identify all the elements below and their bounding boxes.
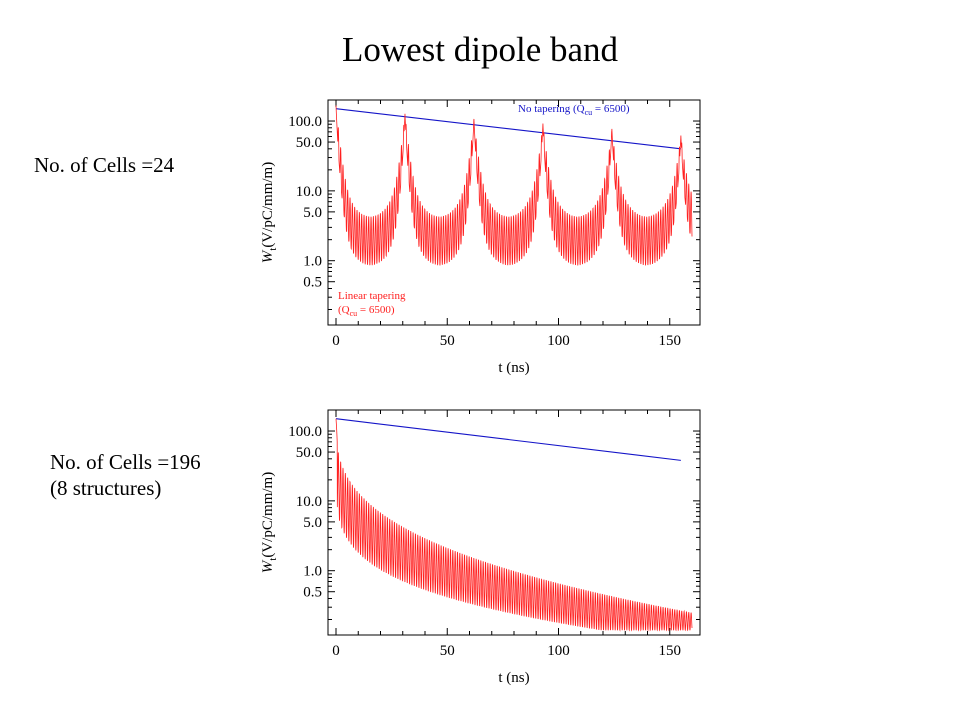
x-tick-label: 50 — [440, 643, 455, 659]
annotation-part: (Q — [338, 304, 350, 316]
annotation-linear-tapering: Linear tapering — [338, 290, 406, 302]
annotation-sub: cu — [350, 309, 358, 318]
y-axis-title-main: W — [260, 249, 276, 263]
y-tick-label: 0.5 — [303, 585, 322, 601]
y-tick-label: 1.0 — [303, 254, 322, 270]
x-tick-label: 100 — [547, 643, 570, 659]
y-tick-label: 100.0 — [288, 424, 322, 440]
x-tick-label: 100 — [547, 333, 570, 349]
cells-24-label: No. of Cells =24 — [34, 153, 175, 177]
y-tick-label: 50.0 — [296, 135, 322, 151]
annotation-sub: cu — [585, 108, 593, 117]
y-tick-label: 10.0 — [296, 184, 322, 200]
slide-title: Lowest dipole band — [341, 30, 619, 69]
y-tick-label: 1.0 — [303, 564, 322, 580]
series-no-tapering — [335, 418, 681, 461]
y-tick-label: 100.0 — [288, 114, 322, 130]
cells-196-line1: No. of Cells =196 — [50, 450, 201, 474]
series-linear-tapering — [335, 105, 693, 266]
y-axis-title: Wt(V/pC/mm/m) — [260, 472, 279, 573]
y-tick-label: 5.0 — [303, 515, 322, 531]
y-tick-label: 5.0 — [303, 205, 322, 221]
y-axis-title-main: W — [260, 559, 276, 573]
series-no-tapering — [335, 108, 681, 150]
y-tick-label: 10.0 — [296, 494, 322, 510]
x-axis-title: t (ns) — [498, 670, 529, 686]
x-tick-label: 0 — [332, 333, 340, 349]
annotation-no-tapering: No tapering (Qcu = 6500) — [518, 103, 630, 117]
x-tick-label: 50 — [440, 333, 455, 349]
annotation-part: = 6500) — [357, 304, 395, 316]
y-tick-label: 50.0 — [296, 445, 322, 461]
x-axis-title: t (ns) — [498, 360, 529, 376]
y-axis-title: Wt(V/pC/mm/m) — [260, 162, 279, 263]
series-linear-tapering — [335, 418, 693, 632]
annotation-part: = 6500) — [592, 103, 630, 115]
y-axis-title-rest: (V/pC/mm/m) — [260, 162, 276, 248]
y-axis-title-sub: t — [267, 558, 279, 561]
x-tick-label: 150 — [659, 643, 682, 659]
cells-196-label: No. of Cells =196 (8 structures) — [50, 449, 201, 501]
y-axis-title-sub: t — [267, 248, 279, 251]
annotation-part: No tapering (Q — [518, 103, 585, 115]
annotation-linear-tapering-q: (Qcu = 6500) — [338, 304, 395, 318]
y-axis-title-rest: (V/pC/mm/m) — [260, 472, 276, 558]
x-tick-label: 150 — [659, 333, 682, 349]
y-tick-label: 0.5 — [303, 275, 322, 291]
cells-196-line2: (8 structures) — [50, 476, 162, 500]
wakefield-chart-196-cells: 100.0 50.0 10.0 5.0 1.0 0.5 0 50 100 150 t (ns) Wt(… — [260, 409, 701, 686]
x-tick-label: 0 — [332, 643, 340, 659]
